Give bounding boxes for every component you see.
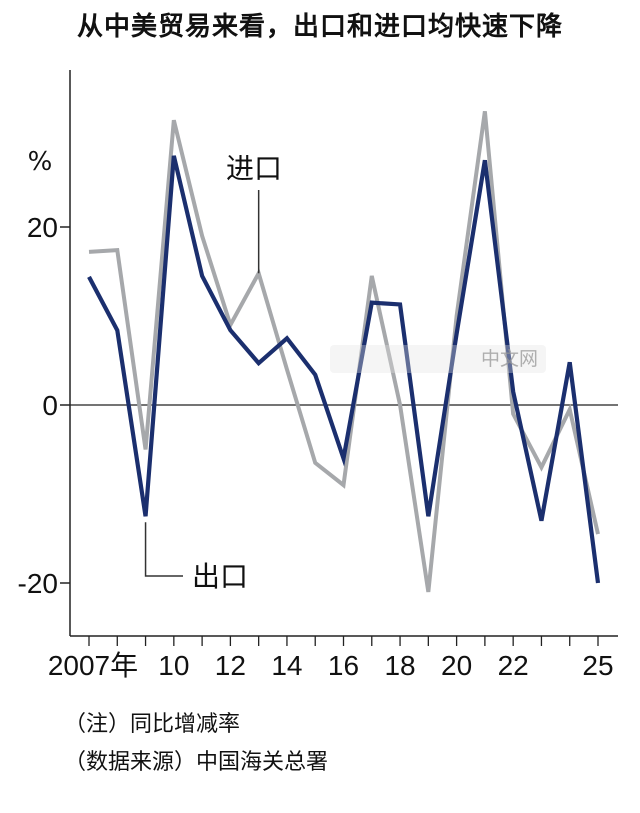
y-tick-label: 0 — [42, 390, 58, 421]
x-tick-label: 2007年 — [48, 650, 138, 681]
y-unit-label: % — [28, 147, 53, 177]
x-tick-label: 18 — [384, 650, 415, 681]
x-tick-label: 10 — [158, 650, 189, 681]
x-tick-label: 25 — [582, 650, 613, 681]
series-line-export — [87, 155, 601, 584]
x-tick-label: 14 — [271, 650, 302, 681]
import-label: 进口 — [226, 152, 282, 185]
watermark: 中文网 — [330, 345, 546, 373]
export-label: 出口 — [192, 560, 248, 593]
x-tick-label: 22 — [498, 650, 529, 681]
x-tick-label: 12 — [215, 650, 246, 681]
source-line: （数据来源）中国海关总署 — [64, 750, 329, 775]
note-line: （注）同比增减率 — [64, 712, 241, 737]
export-leader-line — [144, 522, 183, 577]
chart-title: 从中美贸易来看，出口和进口均快速下降 — [76, 12, 563, 42]
x-tick-label: 16 — [328, 650, 359, 681]
x-tick-label: 20 — [441, 650, 472, 681]
y-tick-label: 20 — [27, 212, 58, 243]
series-line-import — [88, 111, 600, 593]
y-tick-label: -20 — [18, 568, 58, 599]
